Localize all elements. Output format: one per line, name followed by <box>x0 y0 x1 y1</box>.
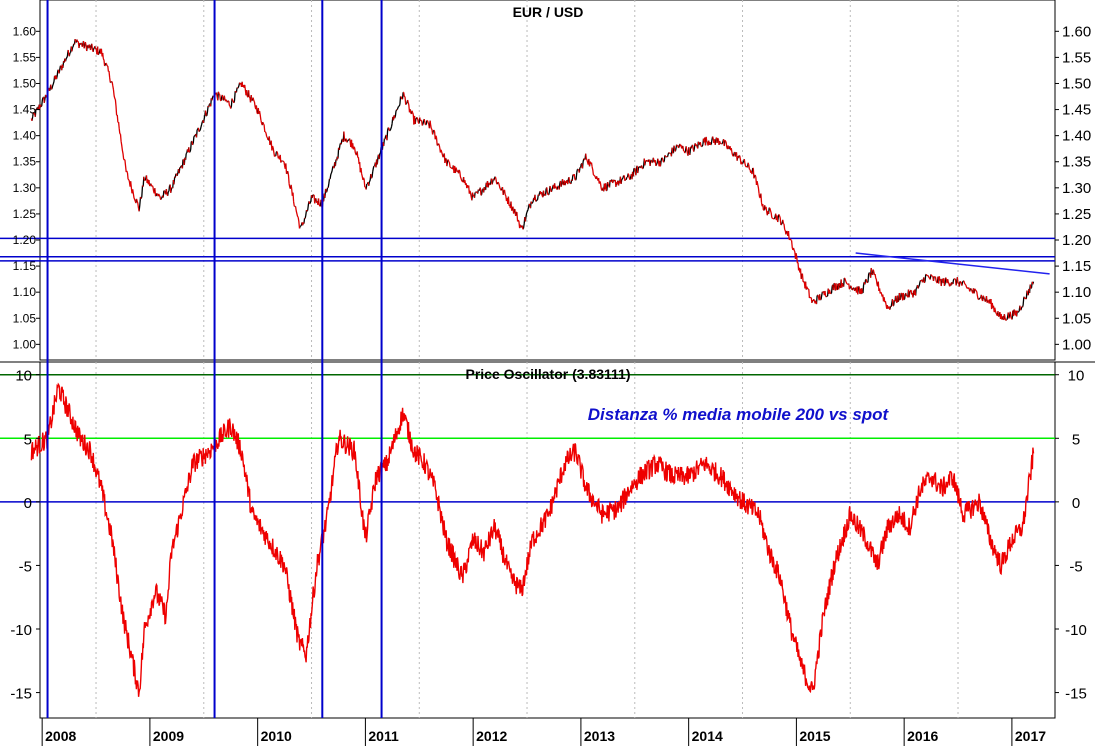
price-tick-left: 1.55 <box>13 50 37 64</box>
oscillator-tick-right: 10 <box>1068 368 1085 385</box>
price-panel-frame <box>39 0 1056 361</box>
price-tick-left: 1.10 <box>13 285 37 299</box>
oscillator-tick-right: 5 <box>1072 431 1080 448</box>
oscillator-series <box>30 382 1035 697</box>
price-tick-left: 1.20 <box>13 233 37 247</box>
price-tick-left: 1.35 <box>13 155 37 169</box>
price-chart-title: EUR / USD <box>513 4 584 20</box>
price-tick-right: 1.15 <box>1062 258 1091 275</box>
price-tick-left: 1.45 <box>13 103 37 117</box>
year-gridlines <box>41 0 1013 746</box>
price-tick-right: 1.10 <box>1062 284 1091 301</box>
oscillator-tick-right: -15 <box>1065 686 1087 703</box>
price-down-segments <box>30 38 1034 321</box>
oscillator-tick-right: -10 <box>1065 622 1087 639</box>
year-label: 2013 <box>584 728 615 744</box>
price-tick-left: 1.60 <box>13 24 37 38</box>
oscillator-chart-title: Price Oscillator (3.83111) <box>466 366 631 382</box>
oscillator-annotation: Distanza % media mobile 200 vs spot <box>588 405 890 424</box>
price-tick-left: 1.00 <box>13 337 37 351</box>
price-tick-left: 1.30 <box>13 181 37 195</box>
oscillator-tick-right: -5 <box>1069 558 1082 575</box>
oscillator-tick-left: 0 <box>24 495 32 512</box>
price-tick-left: 1.25 <box>13 207 37 221</box>
oscillator-tick-left: -5 <box>19 558 32 575</box>
year-label: 2014 <box>692 728 723 744</box>
price-tick-right: 1.30 <box>1062 180 1091 197</box>
year-label: 2008 <box>45 728 76 744</box>
oscillator-horizontal-levels <box>0 373 1055 503</box>
oscillator-line <box>30 382 1035 697</box>
year-label: 2015 <box>799 728 830 744</box>
price-tick-left: 1.05 <box>13 311 37 325</box>
oscillator-tick-left: -10 <box>10 622 32 639</box>
price-tick-right: 1.25 <box>1062 206 1091 223</box>
price-tick-left: 1.40 <box>13 129 37 143</box>
price-tick-left: 1.50 <box>13 76 37 90</box>
oscillator-panel-frame <box>39 361 1056 719</box>
oscillator-tick-left: -15 <box>10 686 32 703</box>
price-tick-left: 1.15 <box>13 259 37 273</box>
oscillator-tick-right: 0 <box>1072 495 1080 512</box>
price-tick-right: 1.50 <box>1062 75 1091 92</box>
oscillator-tick-left: 10 <box>15 368 32 385</box>
price-tick-right: 1.00 <box>1062 336 1091 353</box>
price-y-ticks: 1.00 1.00 1.05 1.05 1.10 1.10 1.15 1.15 1.20 1.20… <box>13 23 1092 353</box>
price-tick-right: 1.55 <box>1062 49 1091 66</box>
year-label: 2009 <box>153 728 184 744</box>
price-tick-right: 1.40 <box>1062 128 1091 145</box>
price-tick-right: 1.45 <box>1062 102 1091 119</box>
price-tick-right: 1.35 <box>1062 154 1091 171</box>
oscillator-tick-left: 5 <box>24 431 32 448</box>
vertical-marker-lines <box>46 0 383 718</box>
trendline <box>855 252 1050 275</box>
price-tick-right: 1.05 <box>1062 310 1091 327</box>
year-label: 2012 <box>476 728 507 744</box>
price-horizontal-levels <box>0 237 1055 275</box>
eurusd-price-series <box>30 38 1035 321</box>
year-label: 2010 <box>261 728 292 744</box>
price-tick-right: 1.20 <box>1062 232 1091 249</box>
year-label: 2017 <box>1015 728 1046 744</box>
price-tick-right: 1.60 <box>1062 23 1091 40</box>
year-labels: 2008 2009 2010 2011 2012 2013 2014 2015 2016 2017 <box>45 728 1046 744</box>
year-label: 2016 <box>907 728 938 744</box>
year-label: 2011 <box>368 728 399 744</box>
oscillator-y-ticks: 10 10 5 5 0 0 -5 -5 -10 -10 -15 -15 <box>10 368 1087 703</box>
